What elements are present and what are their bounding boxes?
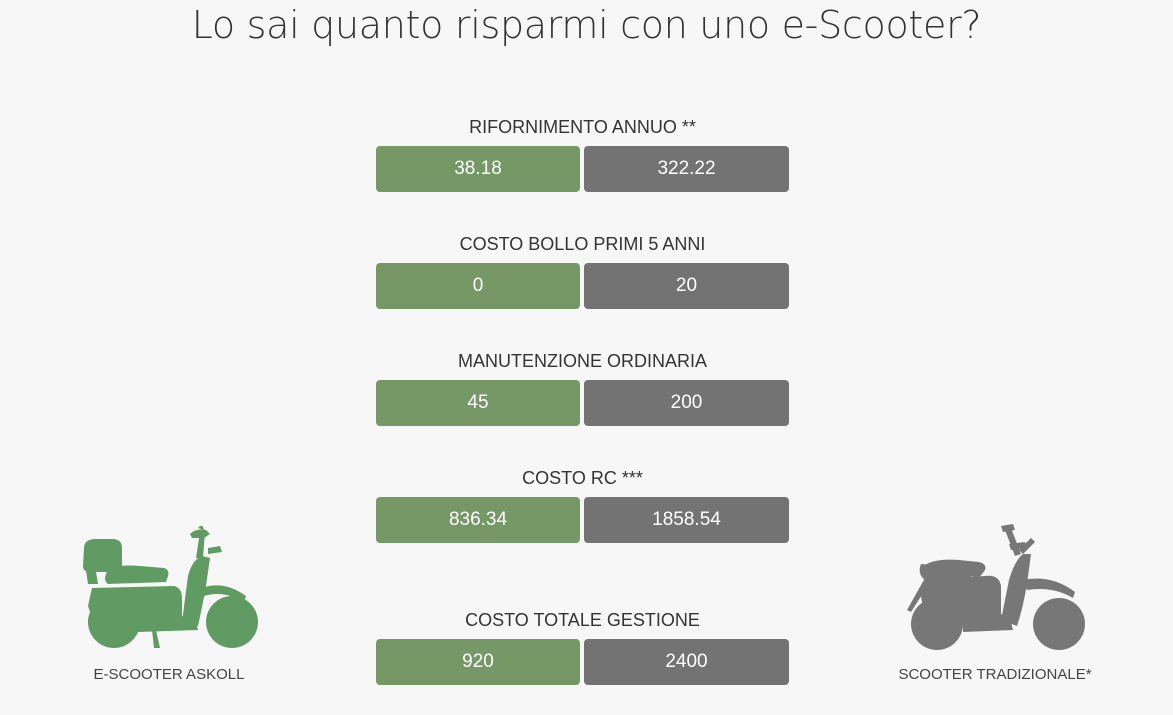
row-values: 920 2400	[376, 639, 789, 685]
row-label: MANUTENZIONE ORDINARIA	[457, 351, 707, 371]
traditional-scooter-icon	[907, 524, 1085, 650]
traditional-value: 1858.54	[584, 497, 789, 543]
comparison-row-insurance: COSTO RC *** 836.34 1858.54	[376, 467, 789, 543]
comparison-row-refuel: RIFORNIMENTO ANNUO ** 38.18 322.22	[376, 116, 789, 192]
comparison-row-tax: COSTO BOLLO PRIMI 5 ANNI 0 20	[376, 233, 789, 309]
electric-value: 38.18	[376, 146, 580, 192]
comparison-row-total: COSTO TOTALE GESTIONE 920 2400	[376, 609, 789, 685]
row-label: COSTO RC ***	[522, 468, 643, 488]
row-label: RIFORNIMENTO ANNUO **	[469, 117, 696, 137]
traditional-value: 2400	[584, 639, 789, 685]
comparison-row-maintenance: MANUTENZIONE ORDINARIA 45 200	[376, 350, 789, 426]
row-label: COSTO TOTALE GESTIONE	[465, 610, 700, 630]
traditional-scooter-label: SCOOTER TRADIZIONALE*	[898, 666, 1092, 683]
electric-scooter-label: E-SCOOTER ASKOLL	[93, 666, 245, 683]
row-label: COSTO BOLLO PRIMI 5 ANNI	[459, 234, 706, 254]
electric-value: 836.34	[376, 497, 580, 543]
electric-scooter-icon	[83, 526, 258, 648]
row-values: 45 200	[376, 380, 789, 426]
row-values: 38.18 322.22	[376, 146, 789, 192]
traditional-value: 322.22	[584, 146, 789, 192]
row-values: 836.34 1858.54	[376, 497, 789, 543]
traditional-value: 200	[584, 380, 789, 426]
row-values: 0 20	[376, 263, 789, 309]
page-title: Lo sai quanto risparmi con uno e-Scooter…	[191, 3, 982, 47]
traditional-value: 20	[584, 263, 789, 309]
electric-value: 920	[376, 639, 580, 685]
electric-value: 45	[376, 380, 580, 426]
electric-value: 0	[376, 263, 580, 309]
